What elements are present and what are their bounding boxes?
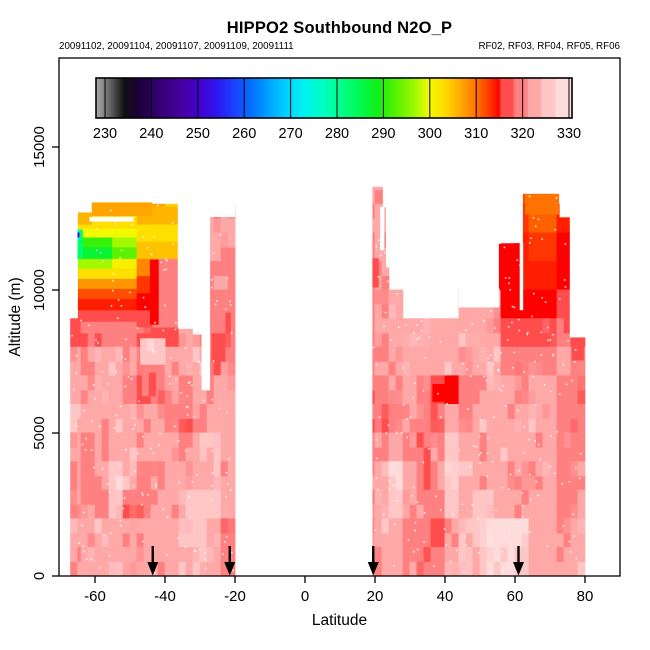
colorbar-tick-label: 330: [557, 126, 581, 142]
x-tick-label: 20: [367, 588, 384, 605]
x-tick-label: 0: [301, 588, 309, 605]
colorbar-tick-label: 230: [93, 126, 117, 142]
x-tick-label: -40: [154, 588, 176, 605]
x-axis: -60 -40 -20 0 20 40 60 80: [84, 576, 593, 605]
colorbar-tick-label: 280: [325, 126, 349, 142]
subtitle-flight-numbers: RF02, RF03, RF04, RF05, RF06: [478, 41, 620, 52]
y-tick-label: 5000: [31, 416, 48, 449]
y-axis-title: Altitude (m): [7, 277, 24, 357]
no-data-regions: [73, 169, 587, 577]
x-tick-label: 80: [577, 588, 594, 605]
heatmap-overlay-patches: [77, 193, 584, 402]
y-axis: 0 5000 10000 15000: [31, 126, 59, 580]
x-tick-label: -60: [84, 588, 106, 605]
y-tick-label: 0: [31, 572, 48, 580]
colorbar-tick-label: 290: [371, 126, 395, 142]
arrow-down-icon: [147, 562, 159, 576]
arrow-down-icon: [367, 562, 379, 576]
plot-frame: [58, 57, 621, 577]
arrow-down-icon: [224, 562, 236, 576]
colorbar-tick-label: 250: [186, 126, 210, 142]
colorbar-tick-label: 260: [232, 126, 256, 142]
flight-arrows: [147, 546, 524, 576]
y-tick-label: 15000: [31, 126, 48, 168]
chart-title: HIPPO2 Southbound N2O_P: [226, 19, 453, 37]
subtitle-flight-dates: 20091102, 20091104, 20091107, 20091109, …: [59, 41, 294, 52]
x-axis-title: Latitude: [311, 612, 368, 629]
colorbar-tick-label: 320: [510, 126, 534, 142]
x-tick-label: 40: [437, 588, 454, 605]
x-tick-label: -20: [224, 588, 246, 605]
colorbar-tick-label: 240: [139, 126, 163, 142]
x-tick-label: 60: [507, 588, 524, 605]
colorbar: 230 240 250 260 270 280 290 300 310 320 330: [93, 77, 581, 142]
arrow-down-icon: [513, 562, 524, 576]
colorbar-tick-label: 270: [278, 126, 302, 142]
colorbar-tick-label: 310: [464, 126, 488, 142]
colorbar-tick-label: 300: [418, 126, 442, 142]
y-tick-label: 10000: [31, 269, 48, 311]
